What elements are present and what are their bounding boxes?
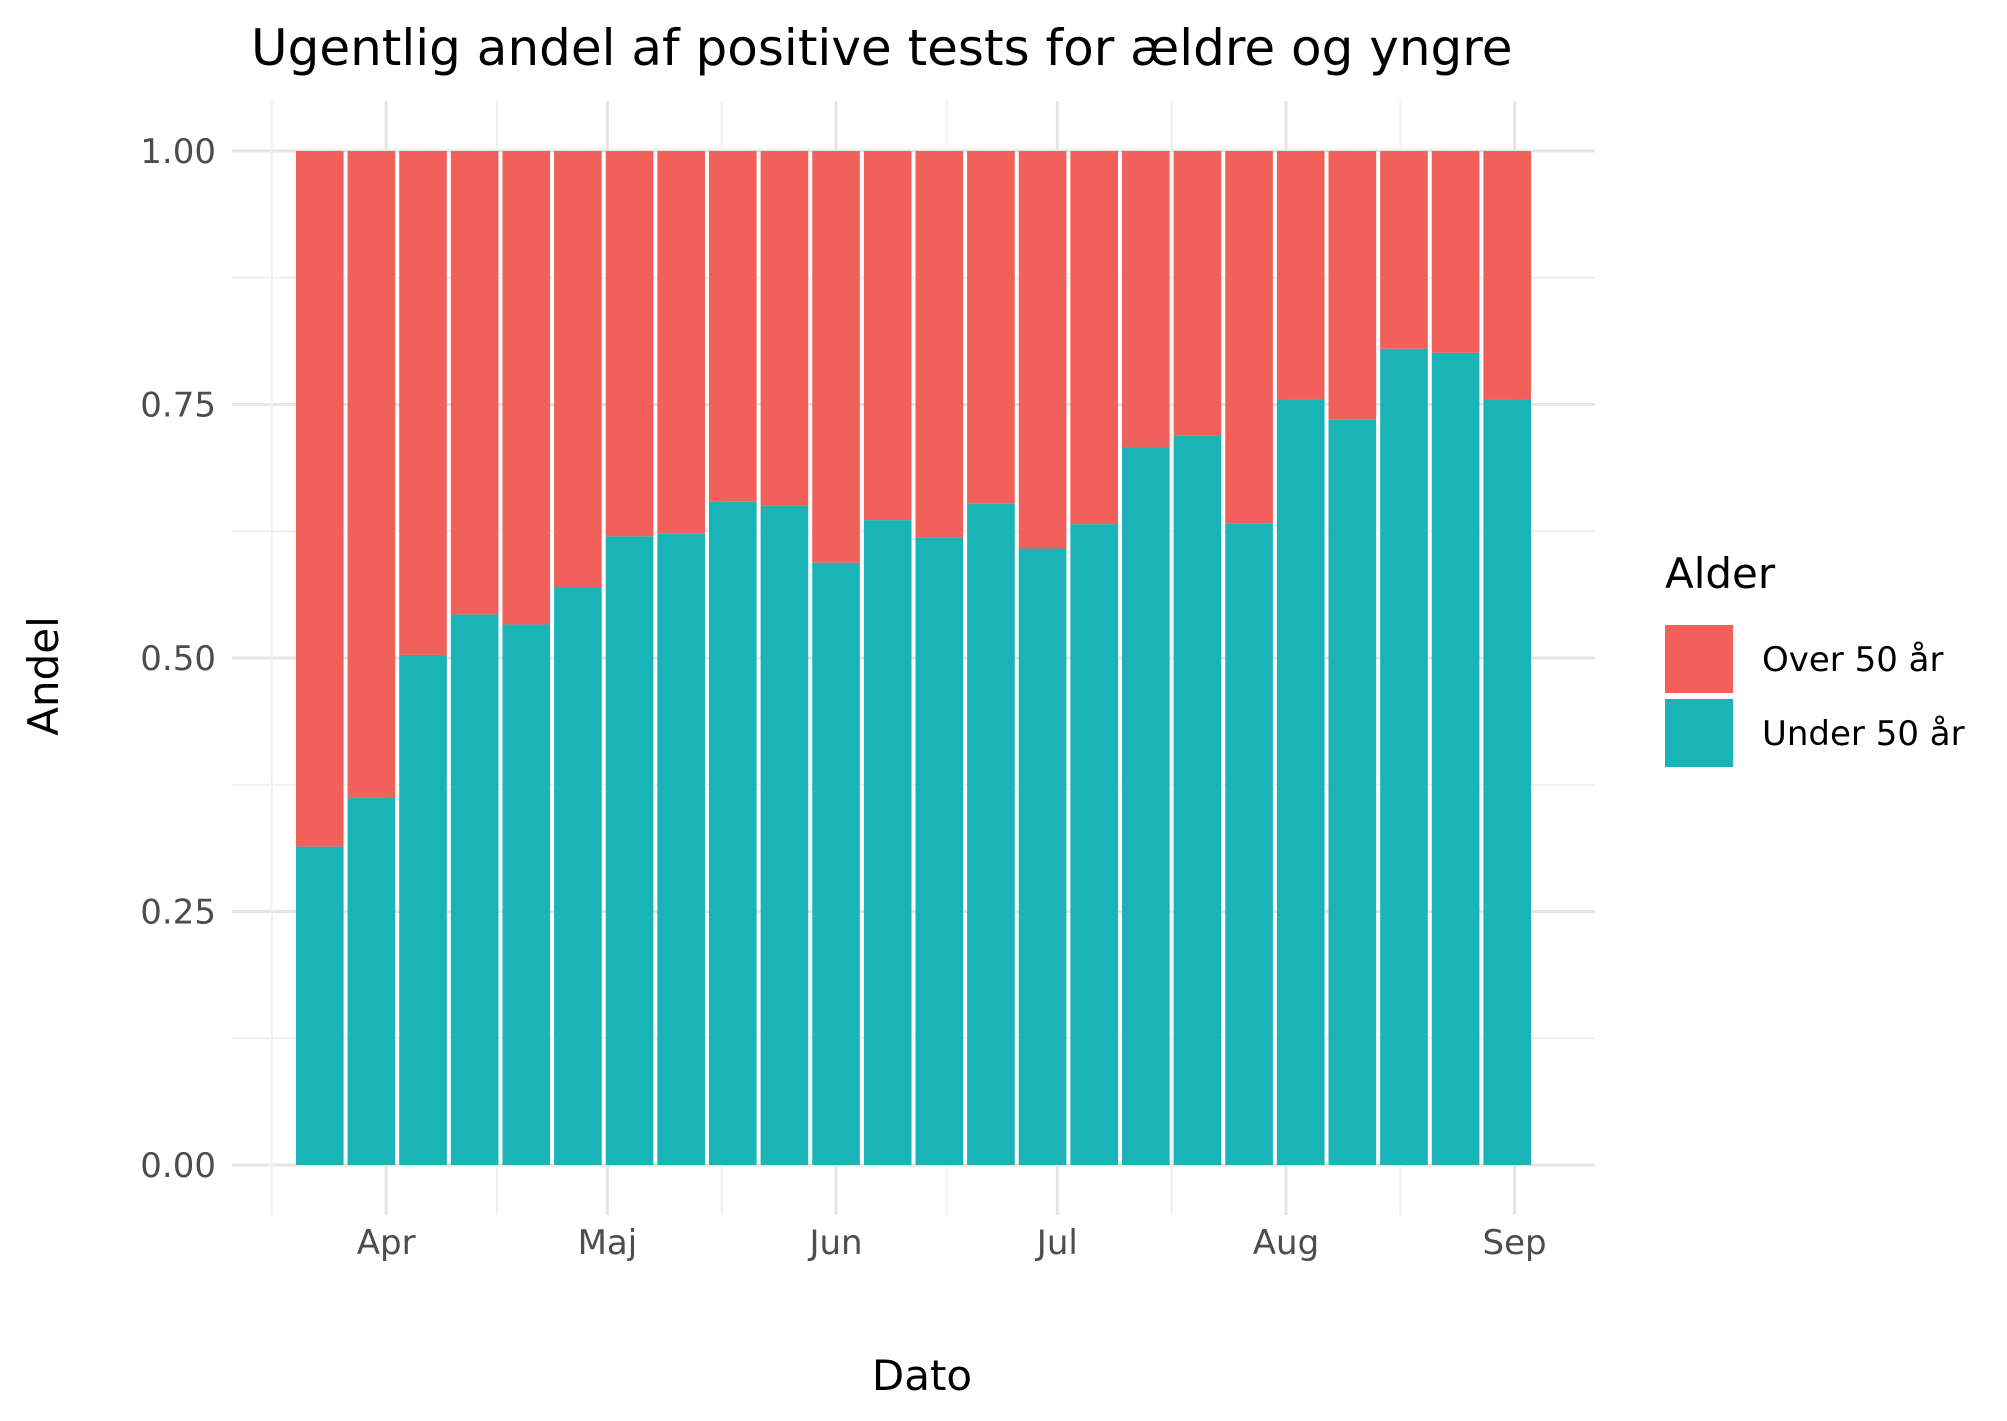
legend-swatch xyxy=(1665,699,1733,767)
bar-under-50 xyxy=(554,587,602,1165)
bar-over-50 xyxy=(1173,151,1222,436)
bar-over-50 xyxy=(554,151,602,588)
legend-title: Alder xyxy=(1665,549,1776,598)
legend-label: Under 50 år xyxy=(1762,714,1965,754)
x-tick-label: Jul xyxy=(1035,1223,1078,1263)
bar-over-50 xyxy=(295,151,344,847)
bar-over-50 xyxy=(450,151,499,615)
bar-over-50 xyxy=(708,151,757,502)
bar-under-50 xyxy=(295,846,344,1165)
bar-under-50 xyxy=(1070,524,1119,1165)
y-axis-label: Andel xyxy=(19,616,68,736)
bar-under-50 xyxy=(1122,447,1170,1165)
bar-under-50 xyxy=(1276,399,1325,1165)
bar-over-50 xyxy=(1483,151,1532,400)
bar-over-50 xyxy=(1276,151,1325,400)
bar-over-50 xyxy=(1070,151,1119,525)
x-tick-label: Aug xyxy=(1253,1223,1319,1263)
bar-over-50 xyxy=(915,151,964,538)
x-tick-labels: Apr Maj Jun Jul Aug Sep xyxy=(357,1223,1547,1263)
bar-over-50 xyxy=(347,151,396,798)
bar-over-50 xyxy=(1122,151,1170,448)
bar-over-50 xyxy=(657,151,705,534)
legend: Alder Over 50 år Under 50 år xyxy=(1665,549,1965,767)
bar-over-50 xyxy=(605,151,654,537)
y-tick-label: 0.00 xyxy=(140,1146,216,1186)
bar-over-50 xyxy=(967,151,1015,504)
bar-over-50 xyxy=(812,151,860,563)
bar-under-50 xyxy=(708,501,757,1165)
x-tick-label: Maj xyxy=(578,1223,638,1263)
legend-items: Over 50 år Under 50 år xyxy=(1665,625,1965,767)
bar-under-50 xyxy=(450,614,499,1165)
bar-over-50 xyxy=(399,151,447,655)
bar-over-50 xyxy=(863,151,912,521)
bar-under-50 xyxy=(1431,352,1480,1165)
bar-under-50 xyxy=(1380,348,1428,1166)
bar-under-50 xyxy=(915,537,964,1165)
bar-over-50 xyxy=(760,151,809,506)
y-tick-label: 0.50 xyxy=(140,639,216,679)
bar-under-50 xyxy=(1483,399,1532,1165)
bar-under-50 xyxy=(760,505,809,1165)
x-tick-label: Jun xyxy=(807,1223,862,1263)
bar-under-50 xyxy=(967,503,1015,1165)
bar-under-50 xyxy=(502,624,551,1165)
bar-over-50 xyxy=(1431,151,1480,353)
bar-over-50 xyxy=(1380,151,1428,349)
bar-under-50 xyxy=(1225,523,1273,1165)
x-tick-label: Sep xyxy=(1483,1223,1547,1263)
bars xyxy=(295,151,1532,1166)
bar-under-50 xyxy=(605,536,654,1165)
bar-under-50 xyxy=(399,654,447,1165)
chart-title: Ugentlig andel af positive tests for æld… xyxy=(251,19,1512,77)
bar-over-50 xyxy=(1018,151,1067,549)
bar-under-50 xyxy=(1173,435,1222,1166)
bar-under-50 xyxy=(812,562,860,1165)
bar-under-50 xyxy=(863,520,912,1165)
bar-over-50 xyxy=(1225,151,1273,524)
x-tick-label: Apr xyxy=(357,1223,416,1263)
legend-label: Over 50 år xyxy=(1762,640,1943,680)
bar-over-50 xyxy=(502,151,551,625)
y-tick-labels: 0.00 0.25 0.50 0.75 1.00 xyxy=(140,132,216,1186)
bar-under-50 xyxy=(1328,419,1377,1166)
x-axis-label: Dato xyxy=(872,1351,972,1400)
legend-swatch xyxy=(1665,625,1733,693)
bar-over-50 xyxy=(1328,151,1377,420)
y-tick-label: 0.75 xyxy=(140,386,216,426)
bar-under-50 xyxy=(657,533,705,1165)
y-tick-label: 0.25 xyxy=(140,893,216,933)
bar-under-50 xyxy=(347,797,396,1165)
bar-under-50 xyxy=(1018,548,1067,1165)
y-tick-label: 1.00 xyxy=(140,132,216,172)
